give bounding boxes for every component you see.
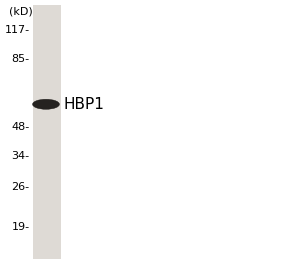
Text: 85-: 85- — [12, 54, 30, 64]
Text: 117-: 117- — [5, 25, 30, 35]
Text: 19-: 19- — [12, 222, 30, 232]
Text: 48-: 48- — [12, 122, 30, 132]
Text: HBP1: HBP1 — [64, 97, 104, 112]
Ellipse shape — [33, 99, 59, 109]
Text: 26-: 26- — [12, 182, 30, 192]
Text: 34-: 34- — [12, 151, 30, 161]
Text: (kD): (kD) — [9, 7, 33, 17]
Bar — [33, 5, 61, 259]
